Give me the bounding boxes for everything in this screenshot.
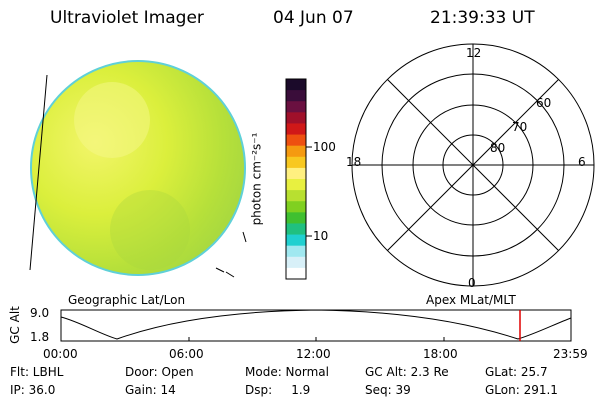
apex-label: Apex MLat/MLT bbox=[426, 293, 516, 307]
time-label-0: 00:00 bbox=[43, 347, 78, 361]
time-label: 21:39:33 UT bbox=[430, 8, 535, 28]
polar-label-80: 80 bbox=[490, 141, 506, 155]
y-min-label: 1.8 bbox=[30, 330, 50, 344]
y-max-label: 9.0 bbox=[30, 306, 50, 320]
polar-label-6: 6 bbox=[578, 155, 586, 169]
colorbar-band bbox=[286, 234, 306, 247]
colorbar-band bbox=[286, 145, 306, 158]
colorbar-band bbox=[286, 101, 306, 113]
info-gc-alt: GC Alt: 2.3 Re bbox=[365, 365, 449, 379]
colorbar-band bbox=[286, 179, 306, 191]
info-glat: GLat: 25.7 bbox=[485, 365, 548, 379]
info-seq: Seq: 39 bbox=[365, 383, 411, 397]
time-label-3: 18:00 bbox=[423, 347, 458, 361]
orbit-track-line bbox=[29, 74, 48, 271]
colorbar-band bbox=[286, 112, 306, 124]
colorbar-band bbox=[286, 201, 306, 213]
altitude-curve bbox=[60, 309, 572, 340]
info-door: Door: Open bbox=[125, 365, 194, 379]
colorbar-band bbox=[286, 256, 306, 269]
colorbar-band bbox=[286, 167, 306, 180]
colorbar-band bbox=[286, 190, 306, 202]
info-dsp: Dsp: 1.9 bbox=[245, 383, 311, 397]
date-label: 04 Jun 07 bbox=[273, 8, 354, 28]
colorbar-unit-label: photon cm⁻²s⁻¹ bbox=[249, 132, 264, 226]
colorbar-band bbox=[286, 90, 306, 102]
info-mode: Mode: Normal bbox=[245, 365, 329, 379]
colorbar-band bbox=[286, 267, 306, 280]
colorbar bbox=[286, 79, 306, 280]
polar-label-70: 70 bbox=[512, 120, 528, 134]
colorbar-band bbox=[286, 212, 306, 224]
polar-label-18: 18 bbox=[346, 155, 362, 169]
colorbar-label-100: 100 bbox=[313, 140, 336, 154]
colorbar-band bbox=[286, 223, 306, 236]
time-label-2: 12:00 bbox=[296, 347, 331, 361]
colorbar-frame bbox=[285, 78, 307, 280]
colorbar-band bbox=[286, 245, 306, 258]
tick-mark bbox=[242, 231, 247, 243]
geographic-label: Geographic Lat/Lon bbox=[68, 293, 186, 307]
info-gain: Gain: 14 bbox=[125, 383, 176, 397]
imager-title: Ultraviolet Imager bbox=[50, 8, 204, 28]
tick-mark bbox=[225, 271, 235, 278]
info-glon: GLon: 291.1 bbox=[485, 383, 558, 397]
gc-alt-axis-title: GC Alt bbox=[7, 306, 22, 344]
tick-mark bbox=[215, 267, 225, 273]
uv-earth-image bbox=[30, 60, 246, 276]
time-label-1: 06:00 bbox=[169, 347, 204, 361]
polar-label-12: 12 bbox=[466, 46, 482, 60]
colorbar-band bbox=[286, 79, 306, 91]
colorbar-label-10: 10 bbox=[313, 229, 329, 243]
colorbar-band bbox=[286, 134, 306, 147]
colorbar-band bbox=[286, 123, 306, 136]
altitude-plot-frame bbox=[60, 309, 572, 342]
time-label-4: 23:59 bbox=[553, 347, 588, 361]
polar-label-60: 60 bbox=[536, 96, 552, 110]
info-ip: IP: 36.0 bbox=[10, 383, 56, 397]
colorbar-band bbox=[286, 156, 306, 169]
polar-label-0: 0 bbox=[468, 276, 476, 290]
info-filter: Flt: LBHL bbox=[10, 365, 64, 379]
polar-grid bbox=[351, 43, 595, 287]
time-ticks bbox=[188, 337, 445, 341]
